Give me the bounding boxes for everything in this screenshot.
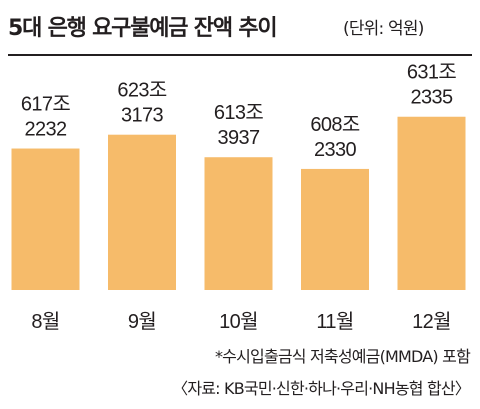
footnote: *수시입출금식 저축성예금(MMDA) 포함 (214, 347, 471, 366)
x-tick-label: 10월 (219, 310, 258, 333)
bar (301, 168, 369, 290)
x-tick-label: 9월 (128, 310, 156, 333)
chart-title: 5대 은행 요구불예금 잔액 추이 (8, 16, 278, 41)
data-label-jo: 623조 (117, 80, 167, 102)
bar-chart: 617조 2232 8월 623조 3173 9월 613조 3937 10월 608조 2330 1… (11, 62, 466, 333)
data-label-eok: 3173 (121, 105, 164, 127)
title-divider (8, 54, 472, 56)
data-label-eok: 3937 (217, 127, 260, 149)
x-tick-label: 12월 (412, 310, 451, 333)
data-label-jo: 608조 (310, 114, 360, 136)
bar (397, 116, 466, 290)
data-label-eok: 2335 (410, 87, 453, 109)
data-label-eok: 2232 (24, 119, 67, 141)
bar (204, 157, 273, 290)
data-label-jo: 617조 (21, 94, 71, 116)
x-tick-label: 8월 (31, 310, 59, 333)
bar (108, 134, 176, 290)
data-label-jo: 631조 (407, 62, 457, 84)
unit-label: (단위: 억원) (343, 19, 424, 39)
source-note: 〈자료: KB국민·신한·하나·우리·NH농협 합산〉 (172, 379, 471, 398)
x-tick-label: 11월 (316, 310, 353, 333)
data-label-eok: 2330 (314, 139, 357, 161)
data-label-jo: 613조 (214, 102, 264, 124)
bar (11, 148, 80, 290)
